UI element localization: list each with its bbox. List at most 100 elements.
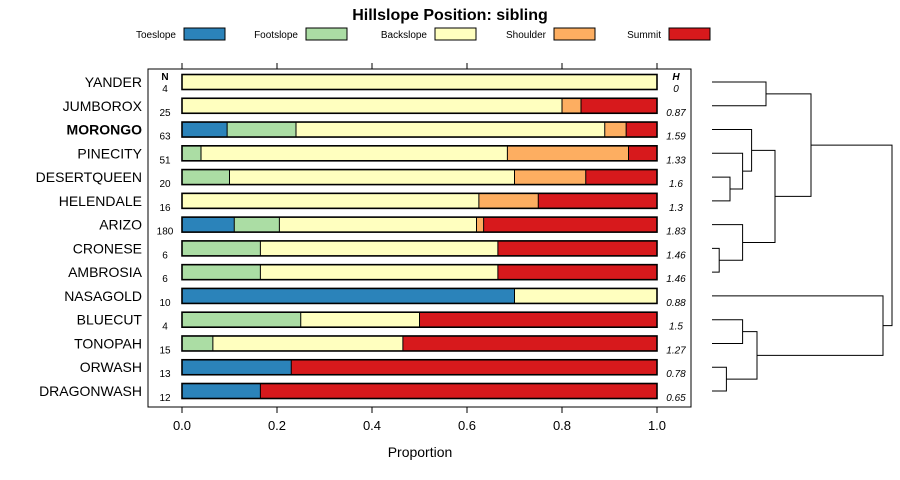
n-value: 4 <box>162 84 168 95</box>
bar-backslope <box>201 145 508 161</box>
bar-outline <box>181 240 658 257</box>
bar-summit <box>483 217 657 233</box>
bar-outline <box>181 263 658 281</box>
row-orwash: ORWASH 13 0.78 <box>80 358 686 380</box>
bar-shoulder <box>476 217 484 233</box>
row-dragonwash: DRAGONWASH 12 0.65 <box>39 382 686 404</box>
bar-summit <box>581 98 657 114</box>
category-label: HELENDALE <box>59 193 142 209</box>
bar-outline <box>181 335 658 352</box>
h-value: 0.78 <box>666 369 686 380</box>
bar-outline <box>181 97 658 115</box>
legend-label-summit: Summit <box>627 30 661 41</box>
dendrogram-link-morongo <box>712 129 753 172</box>
h-value: 1.59 <box>666 132 686 143</box>
h-header: H <box>672 72 680 83</box>
legend-label-shoulder: Shoulder <box>506 30 547 41</box>
bar-backslope <box>279 217 477 233</box>
n-value: 6 <box>162 250 168 261</box>
x-tick-label: 0.6 <box>458 418 476 433</box>
n-value: 51 <box>159 155 171 166</box>
bar-summit <box>538 193 657 209</box>
row-jumborox: JUMBOROX 25 0.87 <box>63 97 686 119</box>
row-yander: YANDER 4 0 <box>85 73 679 95</box>
bar-footslope <box>234 217 280 233</box>
bar-summit <box>626 122 657 138</box>
dendrogram-link-dq-hel <box>712 176 731 202</box>
bar-shoulder <box>507 145 629 161</box>
bar-summit <box>497 240 657 256</box>
h-value: 1.33 <box>666 155 686 166</box>
bar-footslope <box>182 145 201 161</box>
dendrogram-link-arizo <box>712 224 744 261</box>
n-value: 15 <box>159 345 171 356</box>
bar-summit <box>291 359 657 375</box>
bar-shoulder <box>478 193 539 209</box>
category-label: BLUECUT <box>77 312 143 328</box>
row-desertqueen: DESERTQUEEN 20 1.6 <box>36 168 683 190</box>
bar-backslope <box>300 312 420 328</box>
dendrogram-link-cro-amb <box>712 247 720 273</box>
legend-label-backslope: Backslope <box>381 30 428 41</box>
bar-summit <box>585 169 657 185</box>
bar-footslope <box>182 264 261 280</box>
dendrogram-link-mor-ari <box>742 149 776 243</box>
category-label: CRONESE <box>73 240 142 256</box>
row-cronese: CRONESE 6 1.46 <box>73 240 686 261</box>
dendrogram-link-blu-ton <box>712 319 744 344</box>
h-value: 0 <box>673 84 679 95</box>
category-label: ORWASH <box>80 359 142 375</box>
row-arizo: ARIZO 180 1.83 <box>99 216 686 238</box>
x-tick-label: 0.8 <box>553 418 571 433</box>
bar-outline <box>181 311 658 329</box>
bar-backslope <box>296 122 605 138</box>
n-value: 4 <box>162 322 168 333</box>
dendrogram-link-orw-dra <box>712 366 727 392</box>
legend-swatch-summit <box>668 27 711 41</box>
legend-swatch-toeslope <box>183 27 226 41</box>
h-value: 1.46 <box>666 274 686 285</box>
legend-swatch-backslope <box>434 27 477 41</box>
bar-toeslope <box>182 359 292 375</box>
bar-backslope <box>182 74 657 90</box>
n-value: 25 <box>159 108 171 119</box>
bar-outline <box>181 358 658 376</box>
row-ambrosia: AMBROSIA 6 1.46 <box>68 263 686 285</box>
legend-swatch-shoulder <box>553 27 596 41</box>
bar-summit <box>419 312 657 328</box>
bar-summit <box>402 335 657 351</box>
x-tick-label: 1.0 <box>648 418 666 433</box>
bar-summit <box>628 145 657 161</box>
bar-toeslope <box>182 122 228 138</box>
x-tick-label: 0.4 <box>363 418 381 433</box>
legend-label-toeslope: Toeslope <box>136 30 176 41</box>
row-helendale: HELENDALE 16 1.3 <box>59 192 683 214</box>
bar-backslope <box>212 335 403 351</box>
h-value: 1.6 <box>669 179 683 190</box>
n-header: N <box>161 72 168 83</box>
h-value: 1.27 <box>666 345 686 356</box>
bar-toeslope <box>182 217 235 233</box>
bar-toeslope <box>182 288 515 304</box>
category-label: NASAGOLD <box>64 288 142 304</box>
bar-outline <box>181 121 658 138</box>
category-label: DESERTQUEEN <box>36 169 142 185</box>
legend-label-footslope: Footslope <box>254 30 298 41</box>
bar-backslope <box>182 98 562 114</box>
category-label: PINECITY <box>77 145 142 161</box>
x-tick-label: 0.2 <box>268 418 286 433</box>
bar-footslope <box>182 240 261 256</box>
row-pinecity: PINECITY 51 1.33 <box>77 145 686 166</box>
bar-footslope <box>227 122 296 138</box>
h-value: 0.65 <box>666 393 686 404</box>
n-value: 10 <box>159 298 171 309</box>
x-axis: 0.0 0.2 0.4 0.6 0.8 1.0 <box>173 63 666 433</box>
category-label: YANDER <box>85 74 142 90</box>
bar-outline <box>181 382 658 400</box>
bar-outline <box>181 73 658 91</box>
category-label: DRAGONWASH <box>39 383 142 399</box>
h-value: 0.87 <box>666 108 686 119</box>
h-value: 1.5 <box>669 322 683 333</box>
category-label: ARIZO <box>99 217 142 233</box>
bar-shoulder <box>562 98 581 114</box>
